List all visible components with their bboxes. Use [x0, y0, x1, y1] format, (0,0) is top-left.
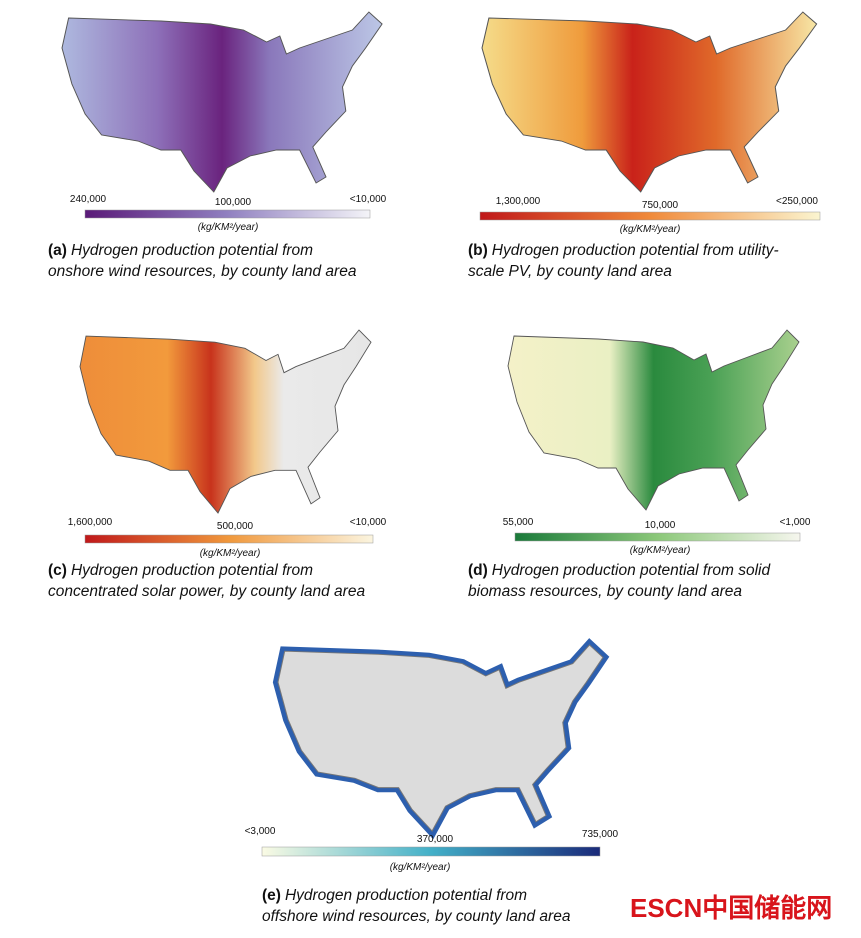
legend-right: <10,000: [350, 517, 387, 528]
caption: onshore wind resources, by county land a…: [48, 263, 357, 280]
caption: biomass resources, by county land area: [468, 583, 742, 600]
legend-left: 240,000: [70, 194, 107, 205]
legend-right: <250,000: [776, 196, 818, 207]
caption: (a) Hydrogen production potential from: [48, 242, 313, 259]
legend-middle: 100,000: [215, 197, 252, 208]
caption: scale PV, by county land area: [468, 263, 672, 280]
colorbar: [479, 211, 821, 221]
legend-left: 55,000: [503, 517, 534, 528]
map-d: [506, 328, 801, 512]
caption: concentrated solar power, by county land…: [48, 583, 365, 600]
colorbar: [84, 209, 371, 219]
caption: offshore wind resources, by county land …: [262, 908, 571, 925]
map-b: [480, 10, 819, 194]
colorbar: [84, 534, 374, 544]
legend-right: <1,000: [780, 517, 811, 528]
caption: (b) Hydrogen production potential from ut…: [468, 242, 779, 259]
legend-unit: (kg/KM²/year): [198, 222, 259, 233]
legend-middle: 370,000: [417, 834, 454, 845]
legend-right: <10,000: [350, 194, 387, 205]
legend-middle: 10,000: [645, 520, 676, 531]
legend-unit: (kg/KM²/year): [390, 862, 451, 873]
legend-left: <3,000: [245, 826, 276, 837]
map-a: [60, 10, 384, 194]
legend-middle: 750,000: [642, 200, 679, 211]
legend-unit: (kg/KM²/year): [200, 548, 261, 559]
caption: (e) Hydrogen production potential from: [262, 887, 527, 904]
caption: (d) Hydrogen production potential from so…: [468, 562, 771, 579]
colorbar: [261, 846, 601, 857]
legend-unit: (kg/KM²/year): [620, 224, 681, 235]
legend-left: 1,300,000: [496, 196, 541, 207]
map-c: [78, 328, 373, 515]
legend-left: 1,600,000: [68, 517, 113, 528]
caption: (c) Hydrogen production potential from: [48, 562, 313, 579]
watermark: ESCN中国储能网: [630, 893, 832, 923]
colorbar: [514, 532, 801, 542]
legend-middle: 500,000: [217, 521, 254, 532]
legend-right: 735,000: [582, 829, 619, 840]
legend-unit: (kg/KM²/year): [630, 545, 691, 556]
map-e-land: [276, 643, 605, 833]
